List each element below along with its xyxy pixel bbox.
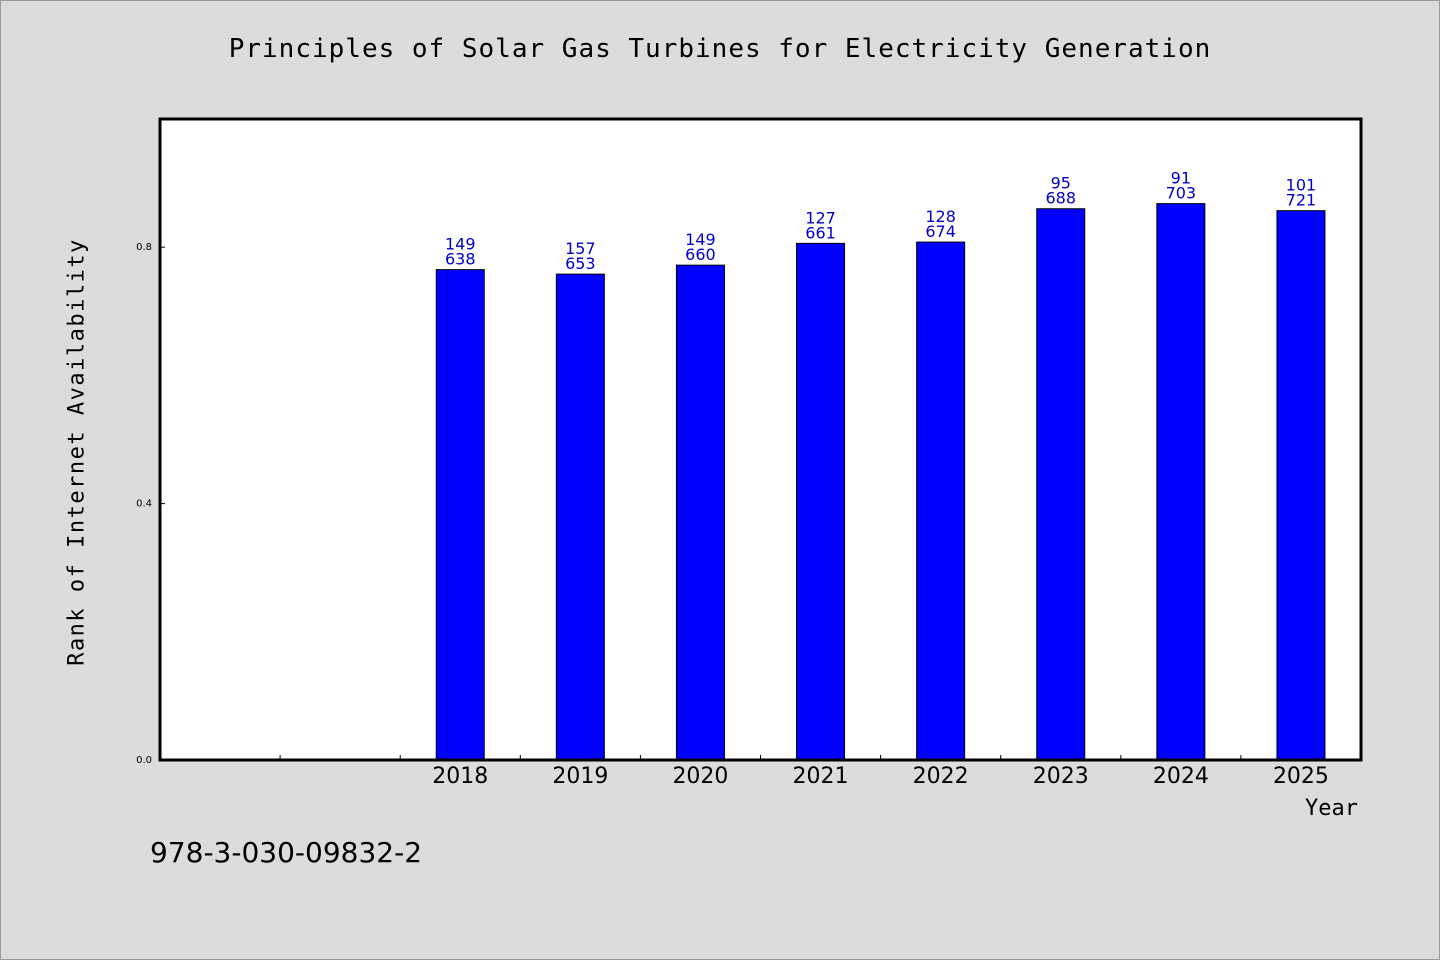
isbn-code: 978-3-030-09832-2 (150, 836, 423, 869)
bar-label-top: 91 (1171, 169, 1191, 188)
x-tick-label: 2018 (432, 764, 488, 789)
y-tick-label: 0.4 (136, 499, 152, 510)
x-tick-label: 2020 (672, 764, 728, 789)
bar-label-top: 149 (445, 235, 476, 254)
y-tick-label: 0.0 (136, 755, 152, 766)
bar-label-bottom: 674 (925, 222, 956, 241)
bar-2023 (1036, 208, 1086, 761)
x-tick-label: 2023 (1033, 764, 1089, 789)
bar-2021 (796, 242, 846, 761)
bar-label-bottom: 638 (445, 250, 476, 269)
bar-label-top: 128 (925, 207, 956, 226)
bar-label-bottom: 721 (1286, 191, 1317, 210)
bar-label-top: 157 (565, 239, 596, 258)
x-tick-label: 2022 (913, 764, 969, 789)
bar-2020 (675, 264, 725, 761)
ticks-layer: 0.0 0.4 0.8 2018 2019 2020 2021 2022 2023 2024 202… (136, 242, 1329, 789)
bar-2024 (1156, 203, 1206, 761)
bar-label-bottom: 653 (565, 254, 596, 273)
bar-label-bottom: 660 (685, 245, 716, 264)
bar-label-top: 149 (685, 230, 716, 249)
bar-2022 (916, 241, 966, 761)
bar-label-top: 101 (1286, 176, 1317, 195)
bars-layer (435, 203, 1326, 761)
x-tick-label: 2021 (793, 764, 849, 789)
bar-labels-layer: 1496381576531496601276611286749568891703… (445, 169, 1316, 274)
bar-label-top: 127 (805, 208, 836, 227)
chart-title: Principles of Solar Gas Turbines for Ele… (228, 34, 1212, 64)
bar-label-bottom: 688 (1045, 189, 1076, 208)
x-axis-label: Year (1305, 796, 1358, 821)
bar-2025 (1276, 210, 1326, 761)
y-tick-label: 0.8 (136, 242, 152, 253)
x-tick-label: 2025 (1273, 764, 1329, 789)
bar-label-top: 95 (1051, 174, 1071, 193)
bar-label-bottom: 661 (805, 223, 836, 242)
x-tick-label: 2024 (1153, 764, 1209, 789)
bar-2018 (435, 269, 485, 761)
bar-2019 (555, 273, 605, 761)
bar-label-bottom: 703 (1166, 184, 1197, 203)
x-tick-label: 2019 (552, 764, 608, 789)
